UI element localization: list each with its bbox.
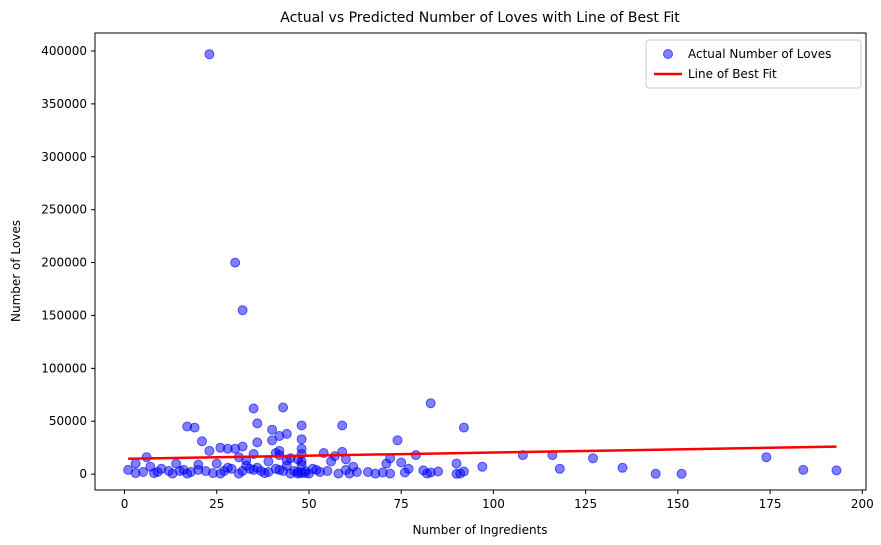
data-point (676, 468, 687, 479)
data-point (455, 468, 466, 479)
data-point (241, 460, 252, 471)
x-tick-label: 25 (209, 497, 224, 511)
data-point (267, 435, 278, 446)
y-axis-label: Number of Loves (9, 220, 23, 322)
data-point (399, 467, 410, 478)
data-point (385, 468, 396, 479)
data-point (296, 434, 307, 445)
data-point (193, 464, 204, 475)
data-point (798, 464, 809, 475)
data-point (204, 49, 215, 60)
data-point (326, 456, 337, 467)
data-point (189, 422, 200, 433)
x-tick-label: 150 (666, 497, 689, 511)
data-point (370, 468, 381, 479)
data-point (174, 466, 185, 476)
data-point (222, 462, 233, 473)
data-point (248, 464, 259, 475)
data-point (278, 402, 289, 413)
data-point (396, 457, 407, 468)
best-fit-line (128, 445, 837, 461)
y-tick-label: 350000 (41, 97, 87, 111)
x-tick-label: 0 (121, 497, 129, 511)
y-tick-label: 400000 (41, 44, 87, 58)
plot-area: 0 25 50 75 100 125 150 175 200 0 50000 100000 150000… (41, 32, 874, 511)
data-point (425, 398, 436, 409)
y-tick-label: 0 (79, 467, 87, 481)
data-point (761, 452, 772, 463)
data-point (252, 418, 263, 429)
data-point (130, 468, 141, 479)
x-tick-label: 100 (482, 497, 505, 511)
data-point (344, 468, 355, 479)
data-point (237, 305, 248, 316)
data-point (230, 257, 241, 268)
data-point (588, 453, 598, 464)
legend-label-line: Line of Best Fit (688, 67, 777, 81)
data-point (650, 468, 661, 479)
y-tick-label: 150000 (41, 308, 87, 322)
y-tick-label: 50000 (49, 414, 87, 428)
data-point (554, 463, 565, 474)
data-point (237, 441, 248, 452)
x-tick-label: 50 (301, 497, 316, 511)
x-axis-label: Number of Ingredients (412, 523, 547, 537)
data-point (274, 464, 285, 475)
data-point (252, 437, 263, 448)
data-point (300, 468, 311, 479)
data-point (204, 445, 215, 456)
x-tick-label: 75 (394, 497, 409, 511)
data-point (422, 468, 432, 479)
data-point (392, 435, 403, 446)
data-point (477, 461, 488, 472)
data-point (197, 436, 207, 447)
chart-title: Actual vs Predicted Number of Loves with… (280, 10, 680, 26)
x-tick-label: 200 (851, 497, 874, 511)
y-tick-label: 300000 (41, 150, 87, 164)
data-point (337, 420, 348, 431)
data-point (451, 458, 462, 469)
data-point (152, 467, 163, 477)
data-point (267, 424, 278, 435)
data-point (458, 422, 469, 433)
data-point (263, 467, 274, 477)
data-point (296, 456, 307, 467)
legend-box (645, 39, 862, 89)
y-tick-label: 200000 (41, 256, 87, 270)
data-point (211, 458, 222, 469)
legend-label-scatter: Actual Number of Loves (688, 47, 831, 61)
data-point (248, 403, 259, 414)
data-point (274, 431, 285, 441)
data-point (322, 466, 333, 476)
axes-frame (94, 32, 867, 491)
data-point (130, 458, 141, 469)
data-point (333, 468, 344, 479)
x-tick-label: 125 (574, 497, 597, 511)
data-point (381, 458, 392, 469)
data-point (215, 468, 226, 479)
data-point (296, 420, 307, 431)
y-tick-label: 100000 (41, 361, 87, 375)
x-tick-label: 175 (759, 497, 782, 511)
data-point (617, 462, 628, 473)
legend-marker-scatter (663, 49, 673, 59)
data-point (311, 464, 322, 475)
data-point (433, 466, 444, 477)
data-point (263, 456, 274, 467)
legend: Actual Number of Loves Line of Best Fit (645, 39, 862, 89)
data-point (831, 465, 842, 476)
y-tick-label: 250000 (41, 203, 87, 217)
